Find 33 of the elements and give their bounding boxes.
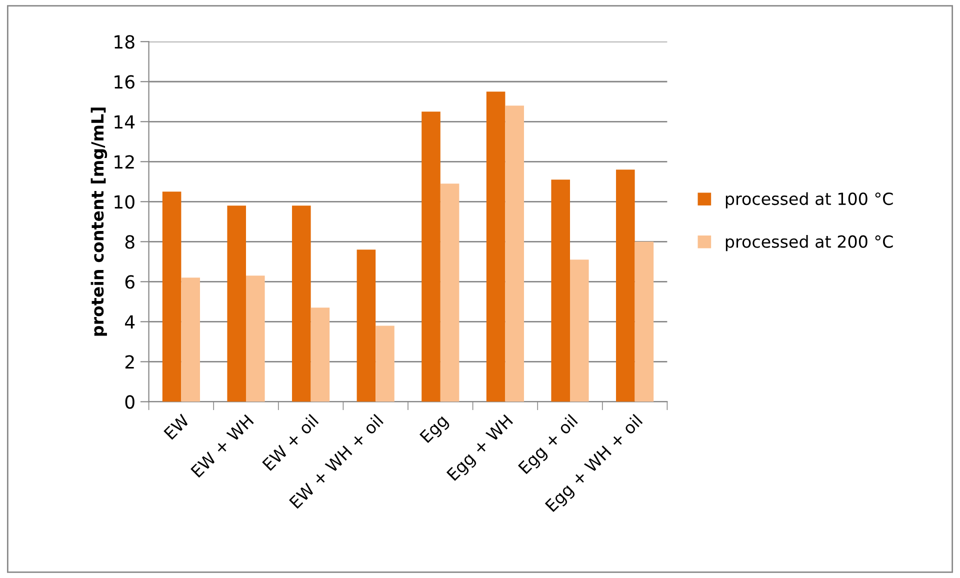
bar bbox=[634, 242, 654, 402]
y-tick-label: 10 bbox=[114, 195, 134, 209]
y-tick-label: 6 bbox=[125, 275, 134, 289]
legend-label: processed at 200 °C bbox=[726, 234, 893, 252]
legend-label: processed at 100 °C bbox=[726, 192, 893, 208]
y-tick-label: 18 bbox=[114, 35, 134, 49]
bar bbox=[440, 184, 460, 402]
x-tick-label: EW + oil bbox=[262, 414, 319, 472]
bar bbox=[376, 326, 394, 402]
x-tick-label: EW + WH bbox=[190, 414, 254, 478]
y-tick-label: 2 bbox=[125, 355, 134, 369]
bar bbox=[422, 112, 440, 402]
bar bbox=[292, 206, 311, 402]
bar bbox=[486, 92, 506, 402]
bar bbox=[551, 180, 570, 402]
y-tick-label: 12 bbox=[114, 155, 134, 169]
y-tick-label: 0 bbox=[125, 395, 134, 409]
bar bbox=[310, 308, 330, 402]
y-tick-label: 14 bbox=[114, 115, 135, 128]
y-tick-label: 16 bbox=[114, 75, 134, 89]
y-axis-title: protein content [mg/mL] bbox=[90, 108, 108, 336]
bar bbox=[162, 192, 182, 402]
bar bbox=[181, 278, 200, 402]
y-tick-label: 8 bbox=[125, 235, 134, 249]
bar bbox=[616, 170, 635, 402]
bar bbox=[570, 260, 589, 402]
x-tick-label: EW bbox=[164, 414, 190, 440]
bar bbox=[356, 250, 376, 402]
bar bbox=[246, 276, 265, 402]
bar bbox=[227, 206, 246, 402]
bar bbox=[505, 106, 524, 402]
y-tick-label: 4 bbox=[125, 315, 135, 329]
x-tick-label: Egg bbox=[420, 414, 451, 446]
